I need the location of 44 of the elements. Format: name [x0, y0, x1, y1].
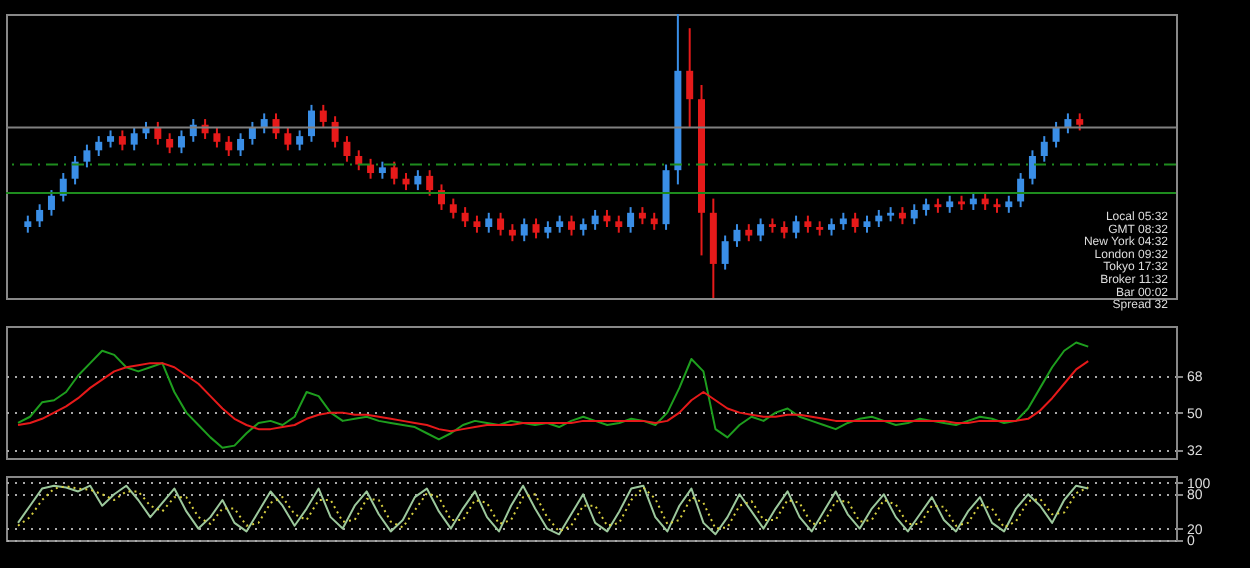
candlestick: [414, 169, 422, 192]
candlestick: [213, 126, 221, 149]
candlestick: [591, 208, 599, 231]
candlestick: [757, 217, 765, 243]
candlestick: [520, 217, 528, 243]
candlestick: [390, 160, 398, 186]
candlestick: [461, 206, 469, 228]
candlestick: [1052, 120, 1060, 149]
candlestick: [130, 126, 138, 152]
candlestick: [627, 206, 635, 234]
candlestick: [1028, 149, 1036, 186]
candlestick: [426, 169, 434, 197]
candlestick: [686, 27, 694, 129]
candlestick: [1064, 112, 1072, 135]
candlestick: [343, 135, 351, 163]
candlestick: [497, 211, 505, 237]
candlestick: [485, 211, 493, 234]
candlestick: [237, 132, 245, 157]
candlestick: [721, 234, 729, 271]
candlestick: [47, 189, 55, 217]
candlestick: [296, 129, 304, 152]
candlestick: [284, 126, 292, 152]
candlestick: [319, 103, 327, 129]
candlestick: [851, 211, 859, 234]
candlestick: [95, 135, 103, 157]
candlestick: [449, 197, 457, 220]
candlestick: [733, 223, 741, 248]
candlestick: [225, 135, 233, 157]
line-series: [17, 341, 1090, 449]
candlestick: [355, 149, 363, 172]
candlestick: [177, 129, 185, 155]
line-series: [17, 360, 1090, 433]
candlestick: [331, 115, 339, 149]
candlestick: [166, 132, 174, 155]
candlestick: [307, 103, 315, 143]
candlestick: [83, 143, 91, 169]
candlestick: [792, 214, 800, 240]
candlestick: [118, 129, 126, 152]
candlestick: [1040, 135, 1048, 163]
candlestick: [568, 214, 575, 237]
candlestick: [532, 217, 540, 240]
candlestick: [36, 203, 44, 228]
candlestick: [910, 203, 918, 226]
candlestick: [260, 112, 268, 135]
